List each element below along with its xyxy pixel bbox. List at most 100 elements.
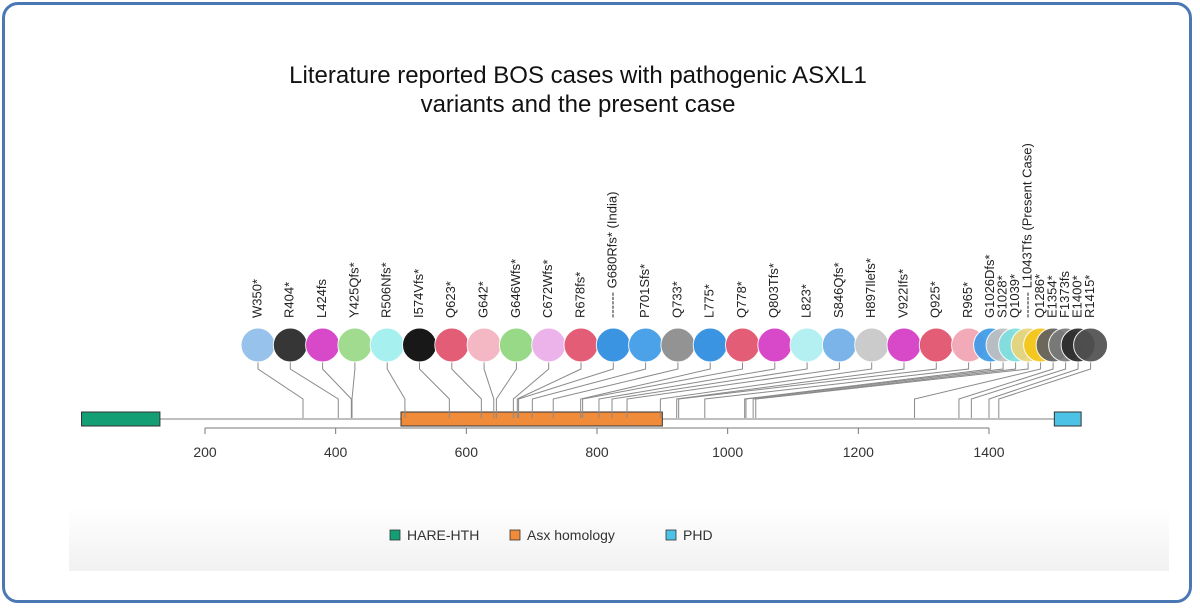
variant-connector — [495, 362, 517, 418]
variant-label: Q733* — [669, 281, 684, 318]
variant-marker — [498, 327, 534, 363]
variant-marker — [628, 327, 664, 363]
variant-label: V922Ifs* — [895, 269, 910, 318]
variant-marker — [854, 327, 890, 363]
variant-label: Q1039* — [1007, 274, 1022, 318]
variant-marker — [757, 327, 793, 363]
variant-connector — [678, 362, 937, 418]
variant-marker — [595, 327, 631, 363]
variant-label: L823* — [799, 284, 814, 318]
variant-label: P701Sfs* — [637, 264, 652, 318]
variant-label: E1400* — [1070, 275, 1085, 318]
variant-label: L775* — [702, 284, 717, 318]
variant-connector — [483, 362, 495, 418]
variant-label: L424fs — [314, 278, 329, 318]
variant-connector — [611, 362, 808, 418]
variant-label: G646Wfs* — [508, 259, 523, 318]
variant-label: Q925* — [928, 281, 943, 318]
variant-connector — [552, 362, 679, 418]
variant-label: E1354* — [1045, 275, 1060, 318]
variant-connector — [582, 362, 743, 418]
variant-label: S1028* — [995, 275, 1010, 318]
variant-marker — [337, 327, 373, 363]
variant-connector — [451, 362, 482, 418]
variant-label: S846Qfs* — [831, 262, 846, 318]
variant-marker — [240, 327, 276, 363]
variant-connector — [970, 362, 1067, 418]
variant-connector — [580, 362, 711, 418]
variant-label: Q803Tfs* — [766, 263, 781, 318]
variant-label: W350* — [249, 279, 264, 318]
variant-label: Y425Qfs* — [346, 262, 361, 318]
variant-marker — [692, 327, 728, 363]
variant-marker — [1073, 327, 1109, 363]
variant-label: R404* — [282, 282, 297, 318]
variant-connector — [914, 362, 1042, 418]
variant-connector — [659, 362, 873, 418]
legend-swatch — [509, 529, 521, 541]
variant-connector — [531, 362, 647, 418]
variant-marker — [821, 327, 857, 363]
variant-label: Q1286* — [1032, 274, 1047, 318]
variant-marker — [563, 327, 599, 363]
axis-tick-label: 600 — [455, 444, 479, 460]
variant-connector — [516, 362, 582, 418]
axis-tick-label: 800 — [585, 444, 609, 460]
legend-swatch — [389, 529, 401, 541]
variant-connector — [958, 362, 1054, 418]
variant-connector — [351, 362, 356, 418]
axis-tick-label: 1400 — [973, 444, 1004, 460]
marker-layer: W350* R404* L424fs Y425Qfs* R506Nfs* I574Vfs*… — [240, 143, 1109, 363]
variant-label: F1373fs — [1057, 271, 1072, 318]
axis-tick-label: 400 — [324, 444, 348, 460]
variant-connector — [419, 362, 450, 418]
variant-marker — [918, 327, 954, 363]
legend-label: HARE-HTH — [407, 527, 479, 543]
variant-label: R1415* — [1082, 275, 1097, 318]
variant-connector — [998, 362, 1092, 418]
connector-layer — [257, 362, 1092, 418]
variant-label: I574Vfs* — [411, 269, 426, 318]
variant-marker — [789, 327, 825, 363]
variant-label: G642* — [476, 281, 491, 318]
variant-marker — [466, 327, 502, 363]
axis-tick-label: 1200 — [843, 444, 874, 460]
variant-label: R506Nfs* — [379, 262, 394, 318]
variant-connector — [988, 362, 1079, 418]
variant-connector — [598, 362, 776, 418]
domain-asx-homology — [400, 411, 663, 427]
variant-connector — [744, 362, 992, 418]
variant-marker — [272, 327, 308, 363]
variant-marker — [369, 327, 405, 363]
variant-label: Q623* — [443, 281, 458, 318]
variant-label: Q778* — [734, 281, 749, 318]
variant-connector — [626, 362, 840, 418]
variant-marker — [434, 327, 470, 363]
plot-area — [69, 35, 1169, 571]
chart-title-line: Literature reported BOS cases with patho… — [289, 62, 867, 89]
legend-label: PHD — [683, 527, 713, 543]
legend-label: Asx homology — [527, 527, 615, 543]
variant-connector — [289, 362, 339, 418]
variant-label: C672Wfs* — [540, 259, 555, 318]
variant-connector — [322, 362, 352, 418]
variant-label: G1026Dfs* — [982, 254, 997, 318]
variant-marker — [402, 327, 437, 363]
axis-tick-label: 1000 — [712, 444, 743, 460]
variant-marker — [725, 327, 760, 363]
chart-title-line: variants and the present case — [421, 91, 736, 118]
variant-connector — [518, 362, 614, 418]
variant-marker — [305, 327, 341, 363]
variant-connector — [745, 362, 1004, 418]
variant-connector — [676, 362, 905, 418]
variant-connector — [704, 362, 970, 418]
variant-connector — [257, 362, 304, 418]
figure-frame — [2, 2, 1192, 603]
variant-marker — [531, 327, 567, 363]
variant-marker — [660, 327, 696, 363]
variant-label: ------ G680Rfs* (India) — [605, 192, 620, 318]
domain-phd — [1053, 411, 1082, 427]
variant-connector — [512, 362, 550, 418]
variant-connector — [755, 362, 1029, 418]
